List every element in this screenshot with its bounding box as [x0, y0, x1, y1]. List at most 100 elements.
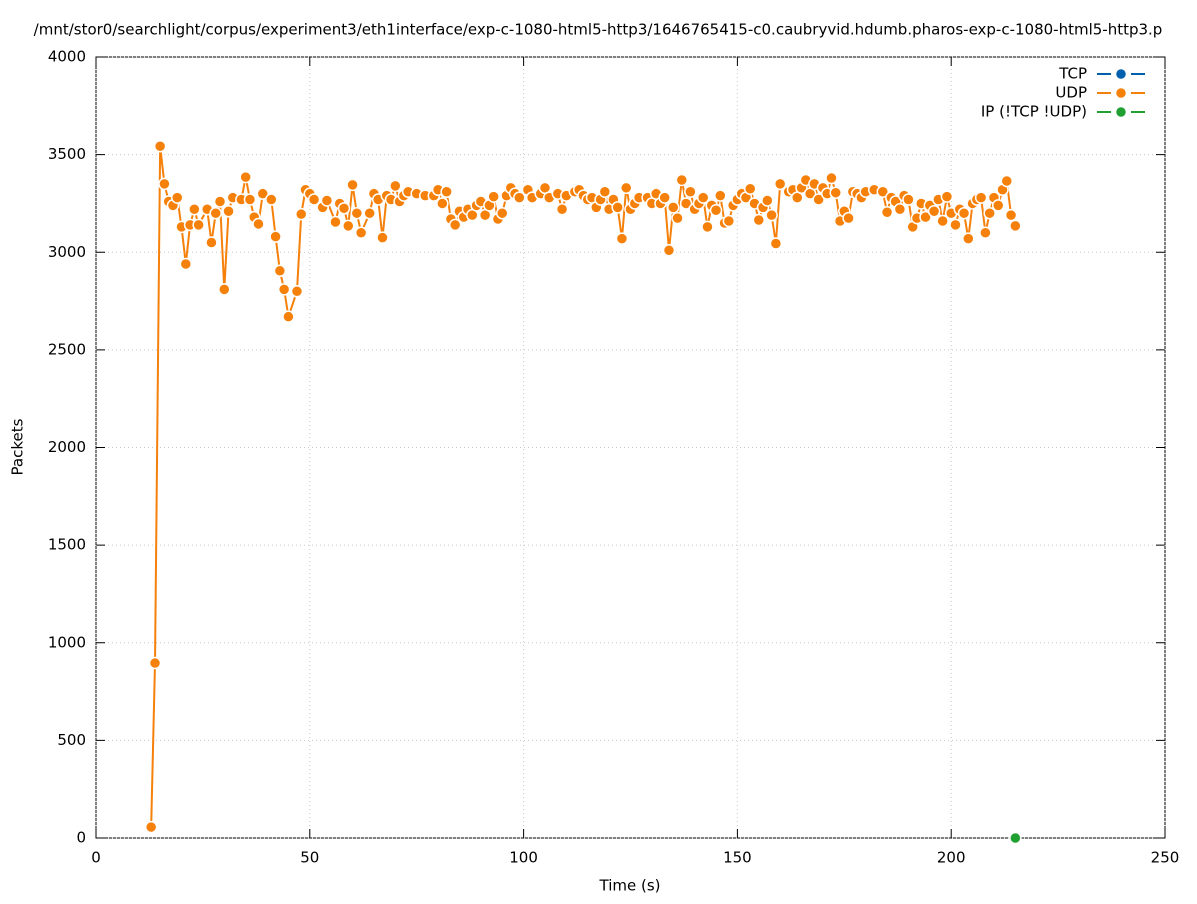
data-point	[273, 264, 287, 278]
x-tick-label: 0	[91, 849, 101, 867]
data-point	[722, 214, 736, 228]
legend-marker	[1114, 105, 1128, 119]
data-point	[436, 197, 449, 210]
data-point	[342, 219, 355, 233]
data-point	[974, 191, 988, 204]
data-point	[555, 203, 569, 216]
data-point	[842, 211, 855, 225]
data-point	[290, 285, 304, 298]
data-point	[329, 215, 342, 229]
data-point	[282, 310, 295, 323]
data-point	[179, 257, 193, 271]
data-point	[671, 211, 684, 225]
series-line	[150, 146, 1017, 828]
y-tick-label: 3500	[48, 145, 86, 163]
data-point	[376, 231, 389, 244]
data-point	[513, 191, 526, 204]
data-point	[209, 206, 222, 220]
data-point	[350, 206, 364, 220]
legend-label: IP (!TCP !UDP)	[981, 103, 1087, 121]
y-tick-label: 2500	[48, 340, 86, 358]
data-point	[218, 283, 231, 296]
data-point	[714, 189, 727, 202]
x-tick-label: 150	[723, 849, 752, 867]
legend-label: UDP	[1055, 84, 1087, 102]
data-point	[307, 193, 321, 206]
data-point	[949, 218, 962, 232]
x-tick-label: 200	[937, 849, 966, 867]
data-point	[825, 171, 838, 185]
data-point	[192, 218, 205, 232]
data-point	[598, 185, 612, 198]
data-point	[320, 194, 334, 207]
data-point	[205, 236, 218, 249]
data-point	[679, 197, 693, 210]
data-point	[902, 193, 915, 206]
data-point	[256, 187, 270, 200]
data-point	[619, 181, 633, 195]
data-point	[957, 206, 971, 220]
data-point	[389, 179, 402, 193]
data-point	[893, 203, 907, 216]
data-point	[940, 190, 954, 203]
data-point	[495, 206, 509, 220]
data-point	[880, 205, 894, 219]
chart-title: /mnt/stor0/searchlight/corpus/experiment…	[34, 21, 1163, 39]
data-point	[615, 232, 629, 245]
data-point	[252, 217, 265, 231]
x-tick-label: 50	[300, 849, 319, 867]
data-point	[927, 204, 941, 218]
data-point	[222, 204, 235, 218]
legend-marker	[1114, 67, 1128, 81]
data-point	[188, 203, 201, 216]
data-point	[658, 191, 671, 204]
data-point	[709, 204, 723, 217]
legend-marker	[1114, 86, 1128, 100]
data-point	[876, 185, 890, 198]
data-point	[752, 213, 766, 227]
y-tick-label: 1500	[48, 536, 86, 554]
data-point	[294, 207, 308, 221]
data-point	[158, 177, 171, 191]
y-tick-label: 1000	[48, 633, 86, 651]
data-point	[812, 193, 825, 206]
data-point	[979, 226, 992, 239]
data-point	[346, 178, 359, 192]
data-point	[448, 218, 462, 232]
data-point	[277, 283, 291, 296]
x-axis-label: Time (s)	[599, 877, 661, 895]
data-point	[773, 177, 787, 191]
data-point	[337, 202, 351, 215]
x-tick-label: 250	[1151, 849, 1180, 867]
y-tick-label: 0	[76, 829, 86, 847]
data-point	[243, 193, 257, 206]
data-point	[829, 186, 842, 199]
y-tick-label: 3000	[48, 243, 86, 261]
data-point	[696, 191, 710, 204]
y-axis-label: Packets	[9, 418, 27, 475]
data-point	[269, 230, 282, 243]
y-tick-label: 2000	[48, 438, 86, 456]
y-tick-label: 500	[57, 731, 86, 749]
data-point	[667, 201, 680, 214]
data-point	[153, 139, 167, 153]
data-point	[1009, 219, 1022, 233]
data-point	[962, 232, 975, 245]
data-point	[265, 193, 278, 206]
data-point	[148, 656, 162, 670]
data-point	[363, 206, 376, 220]
data-point	[170, 191, 184, 204]
data-point	[769, 237, 783, 250]
data-point	[1004, 208, 1018, 222]
data-point	[239, 170, 252, 184]
data-point	[701, 220, 714, 234]
data-point	[765, 208, 778, 222]
data-point	[991, 199, 1005, 212]
data-point	[983, 206, 996, 220]
data-point	[440, 185, 453, 198]
data-point	[743, 182, 757, 196]
data-point	[354, 226, 368, 239]
data-point	[1000, 174, 1014, 188]
data-point	[144, 820, 158, 834]
